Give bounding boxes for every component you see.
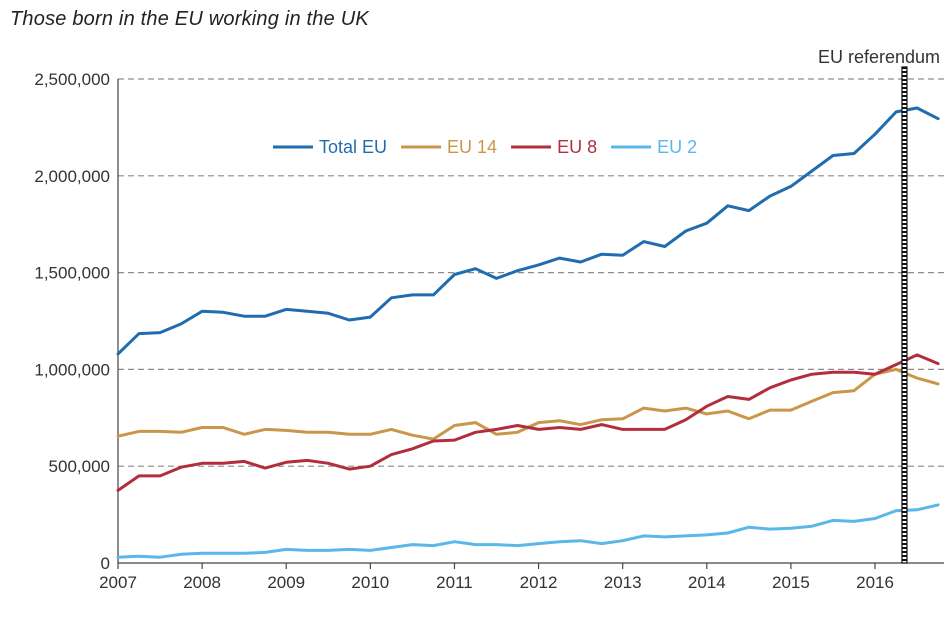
series-line-eu-2 (116, 503, 940, 559)
legend-label: EU 2 (657, 137, 697, 157)
x-tick-label: 2014 (688, 573, 726, 592)
x-tick-label: 2009 (267, 573, 305, 592)
series-lines (116, 106, 940, 559)
referendum-annotation: EU referendum (818, 47, 940, 564)
x-tick-label: 2013 (604, 573, 642, 592)
x-tick-label: 2007 (99, 573, 137, 592)
legend-label: EU 8 (557, 137, 597, 157)
y-tick-label: 1,500,000 (34, 264, 110, 283)
legend-label: Total EU (319, 137, 387, 157)
y-tick-label: 2,000,000 (34, 167, 110, 186)
chart-title: Those born in the EU working in the UK (10, 8, 369, 30)
x-tick-label: 2008 (183, 573, 221, 592)
referendum-label: EU referendum (818, 47, 940, 67)
x-tick-label: 2012 (520, 573, 558, 592)
gridlines (118, 78, 944, 467)
x-tick-label: 2015 (772, 573, 810, 592)
x-tick-label: 2010 (351, 573, 389, 592)
x-tick-label: 2016 (856, 573, 894, 592)
legend: Total EU EU 14 EU 8 EU 2 (273, 137, 697, 157)
y-tick-label: 500,000 (49, 457, 110, 476)
y-tick-label: 1,000,000 (34, 360, 110, 379)
series-line-total-eu (116, 106, 940, 356)
legend-label: EU 14 (447, 137, 497, 157)
axes: 0 500,000 1,000,000 1,500,000 2,000,000 2,500… (34, 70, 944, 592)
x-tick-label: 2011 (436, 573, 473, 592)
y-tick-label: 0 (101, 554, 110, 573)
y-tick-label: 2,500,000 (34, 70, 110, 89)
series-line-eu-8 (116, 353, 940, 492)
